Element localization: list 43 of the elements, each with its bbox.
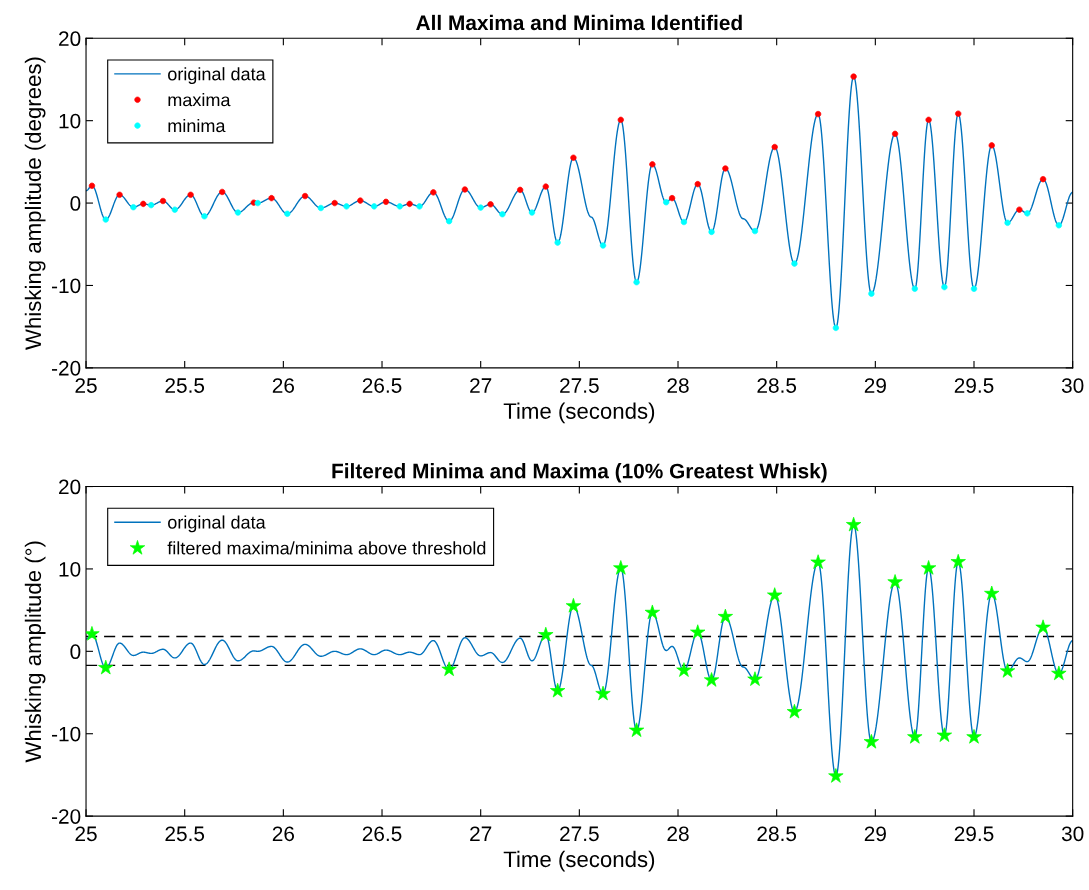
x-tick-label: 26.5 bbox=[362, 378, 402, 393]
x-axis-title: Time (seconds) bbox=[503, 402, 655, 424]
x-tick-label: 29.5 bbox=[954, 378, 994, 393]
y-axis-title: Whisking amplitude (°) bbox=[24, 541, 46, 763]
x-tick-label: 28 bbox=[667, 378, 689, 393]
x-tick-label: 25 bbox=[75, 826, 97, 842]
x-tick-label: 28.5 bbox=[757, 378, 797, 393]
y-tick-label: 0 bbox=[70, 644, 81, 660]
legend-label: original data bbox=[168, 67, 266, 84]
x-tick-label: 27 bbox=[470, 378, 492, 393]
x-tick-label: 25 bbox=[75, 378, 97, 393]
y-tick-label: -20 bbox=[51, 360, 81, 376]
x-tick-label: 26.5 bbox=[362, 826, 402, 842]
x-tick-label: 26 bbox=[272, 378, 295, 393]
legend-label: minima bbox=[168, 118, 226, 133]
x-tick-label: 29 bbox=[864, 826, 886, 842]
x-tick-label: 25.5 bbox=[165, 378, 205, 393]
y-tick-label: 20 bbox=[59, 31, 81, 47]
y-axis-title: Whisking amplitude (degrees) bbox=[24, 57, 46, 350]
y-tick-label: 10 bbox=[59, 561, 81, 577]
legend-label: original data bbox=[168, 515, 266, 533]
x-tick-label: 27.5 bbox=[560, 826, 599, 842]
x-tick-label: 29 bbox=[864, 378, 886, 393]
y-tick-label: 10 bbox=[59, 113, 81, 129]
x-tick-label: 30 bbox=[1061, 378, 1084, 393]
x-tick-label: 29.5 bbox=[954, 826, 994, 842]
y-tick-label: -20 bbox=[51, 809, 81, 824]
y-tick-label: -10 bbox=[51, 726, 81, 742]
legend-label: maxima bbox=[168, 93, 231, 107]
y-tick-label: 20 bbox=[59, 479, 81, 495]
x-tick-label: 28 bbox=[667, 826, 689, 842]
y-tick-label: -10 bbox=[51, 278, 81, 294]
x-axis-title: Time (seconds) bbox=[503, 850, 655, 872]
x-tick-label: 26 bbox=[272, 826, 295, 842]
x-tick-label: 30 bbox=[1061, 826, 1084, 842]
x-tick-label: 27.5 bbox=[560, 378, 599, 393]
legend-label: filtered maxima/minima above threshold bbox=[167, 541, 486, 555]
chart-title: Filtered Minima and Maxima (10% Greatest Whisk) bbox=[332, 463, 827, 483]
x-tick-label: 28.5 bbox=[757, 826, 797, 842]
y-tick-label: 0 bbox=[70, 196, 81, 211]
x-tick-label: 25.5 bbox=[165, 826, 205, 842]
chart-title: All Maxima and Minima Identified bbox=[416, 14, 742, 31]
x-tick-label: 27 bbox=[470, 826, 492, 841]
